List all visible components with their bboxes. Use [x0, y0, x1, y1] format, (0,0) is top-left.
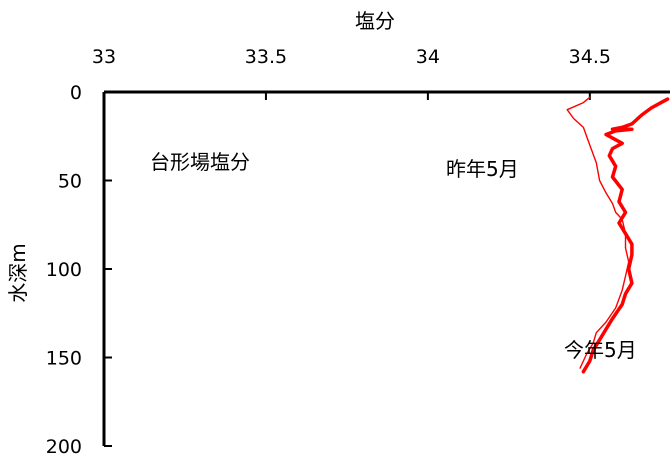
- x-axis-group: 33 33.5 34 34.5 塩分: [92, 9, 670, 100]
- x-tick-label: 34.5: [569, 46, 611, 68]
- series-label-last-year: 昨年5月: [446, 157, 519, 181]
- y-tick-label: 150: [46, 348, 82, 370]
- y-ticks-group: [104, 91, 112, 447]
- annotations-group: 台形場塩分 昨年5月 今年5月: [150, 150, 637, 362]
- y-tick-label: 50: [58, 171, 82, 193]
- x-tick-label: 33: [92, 46, 116, 68]
- y-tick-label: 100: [46, 259, 82, 281]
- y-axis-group: 0 50 100 150 200 水深m: [6, 82, 112, 457]
- series-line-1: [581, 97, 670, 374]
- x-axis-title: 塩分: [355, 9, 395, 33]
- series-line-0: [566, 96, 630, 369]
- x-tick-label: 34: [416, 46, 440, 68]
- y-tick-labels-group: 0 50 100 150 200: [46, 82, 82, 457]
- y-axis-title: 水深m: [6, 243, 30, 302]
- series-layer: [566, 96, 670, 374]
- x-tick-labels-group: 33 33.5 34 34.5: [92, 46, 611, 68]
- x-tick-label: 33.5: [245, 46, 287, 68]
- chart-annotation: 台形場塩分: [150, 150, 250, 174]
- y-tick-label: 200: [46, 436, 82, 457]
- series-label-this-year: 今年5月: [564, 338, 637, 362]
- y-tick-label: 0: [70, 82, 82, 104]
